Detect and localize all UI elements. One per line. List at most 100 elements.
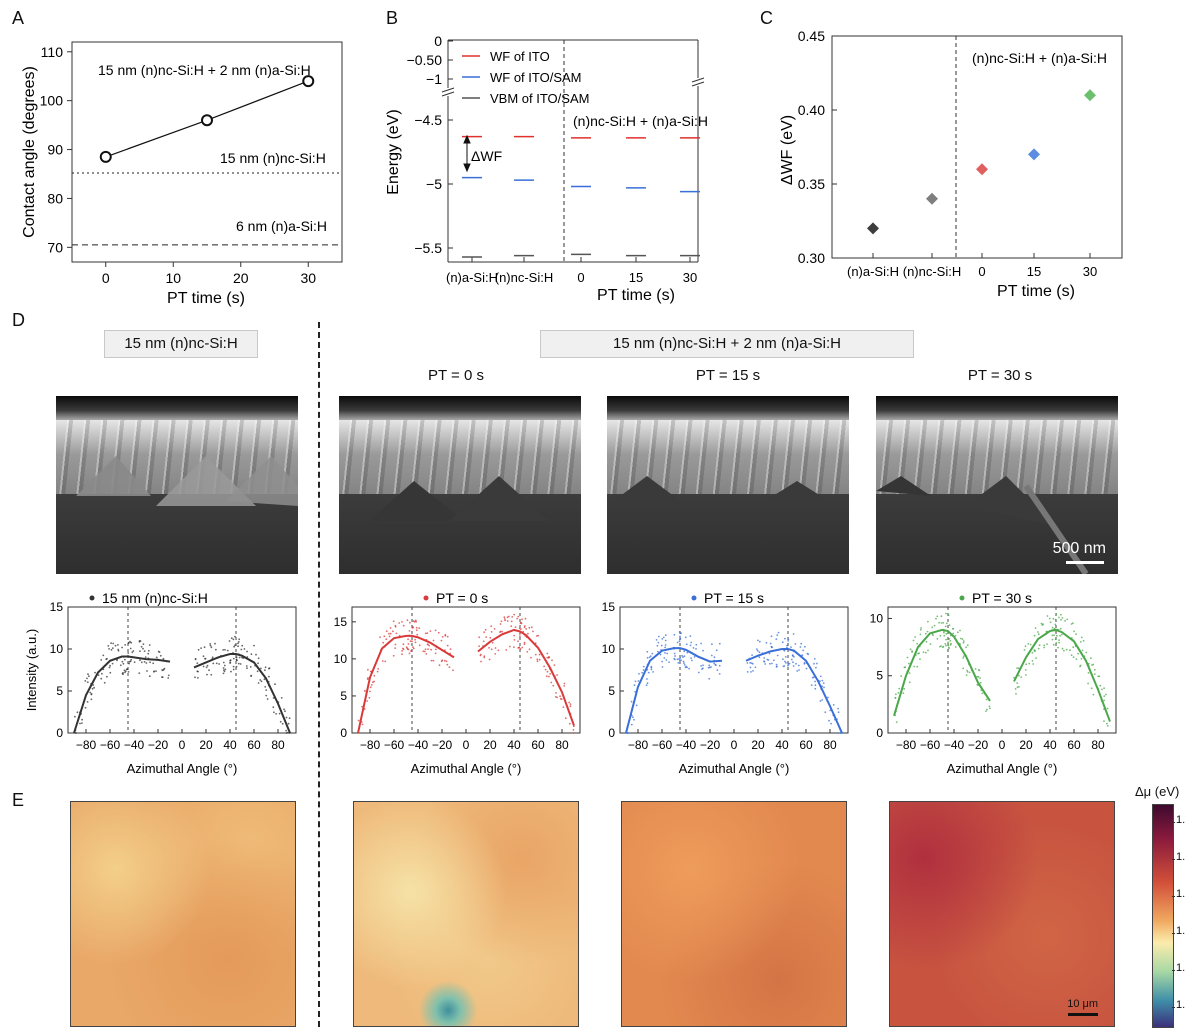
- data-point: [241, 644, 244, 647]
- data-point: [532, 630, 534, 633]
- data-point: [110, 649, 113, 651]
- data-point: [940, 615, 943, 618]
- data-point: [798, 669, 800, 671]
- data-point: [1079, 665, 1081, 668]
- data-point: [414, 638, 416, 641]
- data-point: [903, 688, 906, 690]
- data-point: [820, 688, 822, 690]
- data-point: [257, 682, 260, 684]
- data-point: [238, 656, 241, 659]
- data-point: [776, 665, 778, 668]
- data-point: [427, 648, 429, 650]
- y-tick-label: 100: [40, 93, 64, 109]
- data-point: [369, 686, 372, 689]
- data-point: [1077, 652, 1079, 655]
- data-point: [947, 641, 949, 643]
- x-tick-label: −60: [652, 738, 673, 752]
- data-point: [93, 686, 95, 689]
- data-point: [1025, 663, 1028, 666]
- data-point: [664, 634, 667, 637]
- data-point: [427, 640, 430, 643]
- data-point: [370, 670, 372, 673]
- data-point: [425, 653, 428, 655]
- data-point: [901, 687, 904, 690]
- data-point: [832, 714, 835, 717]
- data-point: [1092, 663, 1095, 666]
- data-point: [1087, 662, 1090, 665]
- x-axis-label: PT time (s): [167, 290, 245, 307]
- data-point: [894, 697, 897, 699]
- data-point: [234, 644, 237, 647]
- data-point: [197, 648, 200, 651]
- data-point: [363, 689, 366, 692]
- data-point: [821, 685, 823, 688]
- data-point: [900, 675, 903, 678]
- y-axis-label: Intensity (a.u.): [24, 629, 39, 711]
- data-point: [550, 669, 553, 672]
- data-point: [781, 641, 784, 644]
- data-point: [765, 641, 768, 644]
- data-point: [1056, 628, 1058, 631]
- data-point: [493, 628, 496, 630]
- data-point: [949, 640, 952, 642]
- data-point: [373, 680, 375, 683]
- data-point: [218, 663, 221, 665]
- colorbar-tick-label: 1.: [1176, 999, 1185, 1011]
- x-tick-label: −40: [944, 738, 965, 752]
- data-point: [944, 625, 947, 628]
- data-point: [414, 641, 417, 644]
- data-point: [124, 644, 127, 646]
- y-axis-label: ΔWF (eV): [779, 115, 796, 185]
- data-point: [1018, 686, 1020, 688]
- data-point: [392, 654, 395, 657]
- data-point: [490, 631, 493, 633]
- data-point: [80, 713, 82, 715]
- data-point: [1074, 645, 1077, 648]
- data-point: [924, 651, 927, 654]
- x-tick-label: 15: [1027, 264, 1041, 279]
- data-point: [441, 636, 444, 638]
- x-tick-label: 30: [1083, 264, 1097, 279]
- data-point: [769, 662, 771, 665]
- data-point: [412, 647, 415, 650]
- data-point: [1103, 687, 1105, 690]
- data-point: [834, 718, 836, 721]
- data-point: [430, 659, 433, 662]
- data-point: [518, 646, 520, 649]
- data-point: [787, 663, 790, 666]
- data-point: [939, 634, 942, 637]
- x-tick-label: 10: [165, 270, 181, 286]
- data-point: [385, 638, 388, 641]
- data-point: [790, 658, 793, 661]
- data-point: [777, 631, 780, 634]
- data-point: [79, 711, 82, 714]
- data-point: [974, 668, 977, 670]
- data-point: [945, 612, 947, 615]
- data-point: [1099, 684, 1102, 687]
- data-point: [367, 668, 369, 671]
- data-point: [524, 617, 527, 620]
- data-point: [1054, 618, 1057, 621]
- sem-image-pt15: [607, 396, 849, 574]
- data-point: [508, 615, 510, 618]
- data-point: [424, 648, 427, 651]
- data-point: [139, 659, 141, 662]
- y-tick-label: 5: [56, 684, 63, 698]
- data-point: [1060, 633, 1063, 636]
- data-point: [665, 659, 668, 661]
- data-point: [805, 667, 808, 670]
- data-point: [970, 669, 973, 672]
- sem-image-15nm: [56, 396, 298, 574]
- y-tick-label: 0.35: [798, 176, 825, 192]
- data-point: [924, 632, 927, 635]
- y-tick-label: 10: [602, 642, 616, 656]
- legend-label: WF of ITO/SAM: [490, 70, 582, 85]
- data-point: [909, 648, 912, 651]
- y-tick-label: 10: [334, 652, 348, 666]
- x-tick-label: (n)a-Si:H: [446, 270, 498, 285]
- data-point: [407, 638, 409, 641]
- y-tick-label: 0.40: [798, 102, 825, 118]
- data-point: [1024, 669, 1027, 671]
- colorbar-tick: [1172, 970, 1175, 971]
- data-point: [746, 671, 749, 673]
